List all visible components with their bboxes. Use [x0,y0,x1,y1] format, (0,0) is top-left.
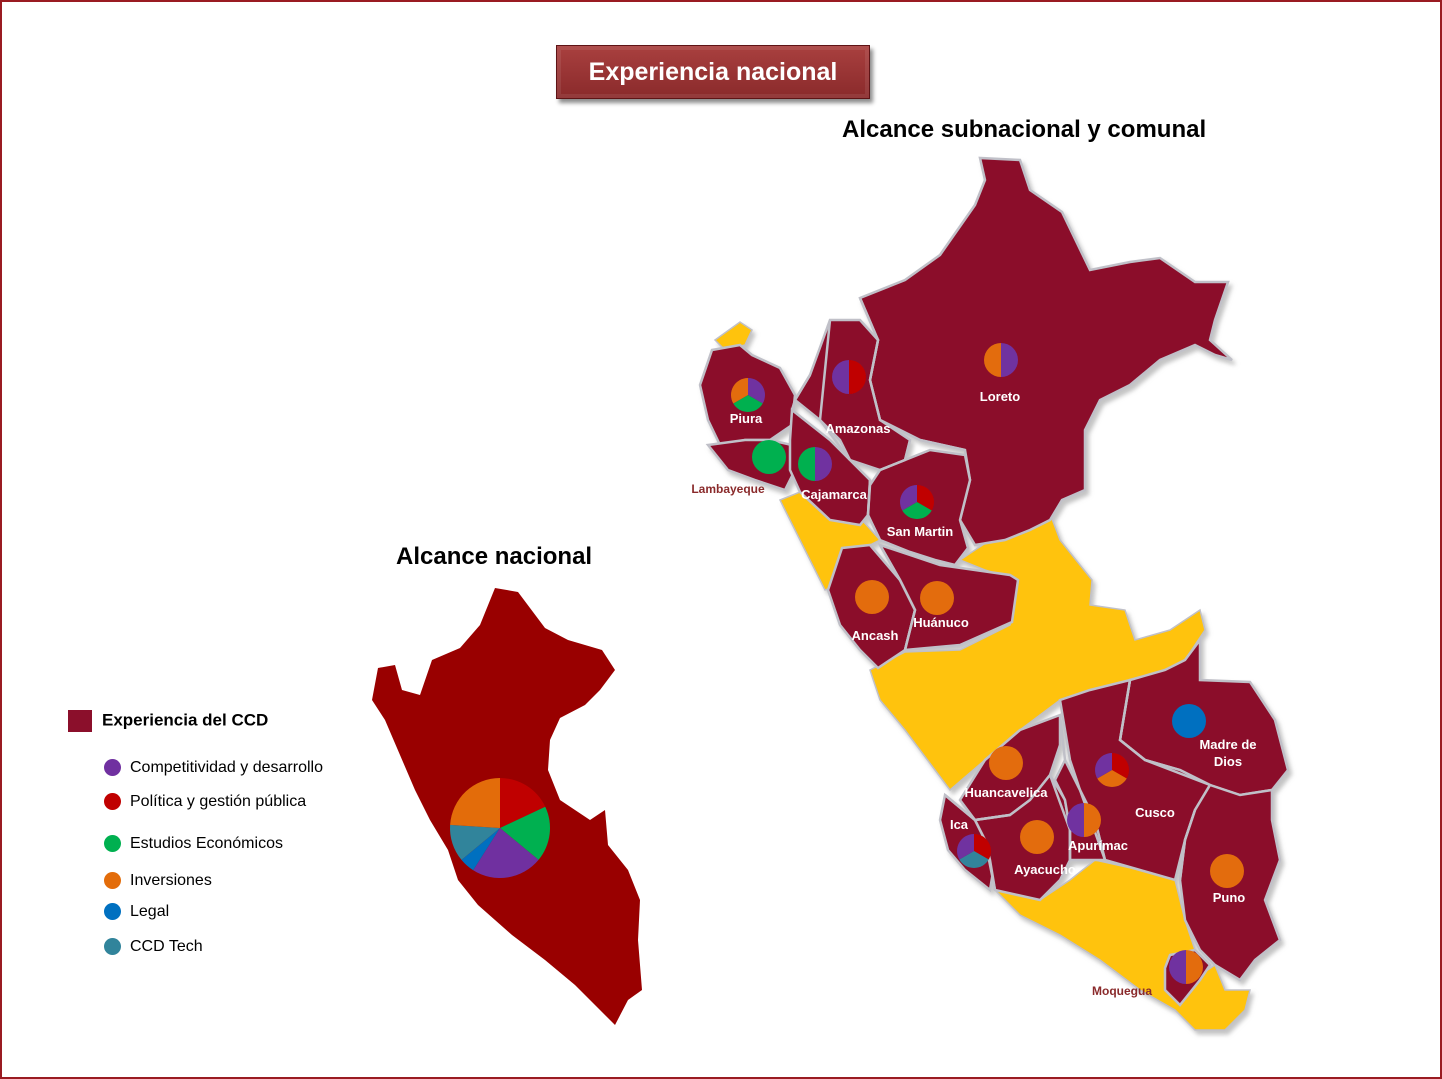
label-moquegua: Moquegua [1092,984,1152,998]
legend-item-estudios: Estudios Económicos [104,835,283,853]
legend-item-label: CCD Tech [130,938,203,955]
pie-huancavelica-slice [989,746,1023,780]
pie-ica-slice [974,834,991,860]
pie-san-martin [900,485,934,519]
national-pie-slice [500,778,546,828]
region-pies [731,343,1244,984]
pie-ayacucho-slice [1020,820,1054,854]
pie-moquegua [1169,950,1203,984]
legend-dot [104,835,121,853]
region-labels: Loreto Piura Amazonas Lambayeque Cajamar… [691,389,1256,998]
pie-puno-slice [1210,854,1244,888]
pie-apur-mac-slice [1084,803,1101,837]
pie-moquegua-slice [1169,950,1186,984]
legend-item-label: Legal [130,903,170,920]
legend-main-label: Experiencia del CCD [102,710,269,730]
legend-dot [104,903,121,921]
national-pie-slice [461,828,500,871]
pie-amazonas-slice [832,360,849,394]
pie-lambayeque [752,440,786,474]
legend-dot [104,872,121,890]
subnational-heading: Alcance subnacional y comunal [842,116,1207,143]
label-loreto: Loreto [980,389,1021,404]
label-huancavelica: Huancavelica [964,785,1048,800]
legend-main-swatch [68,710,92,732]
national-pie-slice [500,806,550,860]
national-pie-slice [473,828,539,879]
subnational-map [698,156,1290,1031]
pie-piura-slice [731,378,748,404]
label-san-martin: San Martin [887,524,954,539]
label-ica: Ica [950,817,969,832]
national-pie [450,778,550,879]
label-madre-de-dios-1: Madre de [1199,737,1256,752]
label-cajamarca: Cajamarca [801,487,868,502]
legend-item-politica: Política y gestión pública [104,793,306,811]
pie-loreto [984,343,1018,377]
legend-item-competitividad: Competitividad y desarrollo [104,759,323,777]
pie-ancash [855,580,889,614]
pie-hu-nuco-slice [920,581,954,615]
label-ayacucho: Ayacucho [1014,862,1076,877]
legend-dot [104,759,121,777]
national-pie-slice [450,778,500,828]
pie-loreto-slice [1001,343,1018,377]
pie-ancash-slice [855,580,889,614]
pie-amazonas [832,360,866,394]
label-huanuco: Huánuco [913,615,969,630]
pie-piura [731,378,765,412]
pie-loreto-slice [984,343,1001,377]
label-puno: Puno [1213,890,1246,905]
national-map [372,588,642,1025]
pie-cajamarca [798,447,832,481]
pie-cusco-slice [1095,753,1112,779]
pie-cusco [1095,753,1129,787]
label-lambayeque: Lambayeque [691,482,765,496]
pie-amazonas-slice [849,360,866,394]
label-ancash: Ancash [852,628,899,643]
pie-san-martin-slice [917,485,934,511]
pie-ica [957,834,991,868]
legend-item-label: Competitividad y desarrollo [130,759,323,776]
legend-item-inversiones: Inversiones [104,872,212,890]
pie-cajamarca-slice [815,447,832,481]
label-piura: Piura [730,411,763,426]
pie-ayacucho [1020,820,1054,854]
legend-item-legal: Legal [104,903,169,921]
label-cusco: Cusco [1135,805,1175,820]
page-title: Experiencia nacional [556,45,870,99]
pie-cajamarca-slice [798,447,815,481]
label-apurimac: Apurímac [1068,838,1128,853]
national-pie-slice [450,824,500,860]
legend-dot [104,938,121,956]
pie-madre-de-dios [1172,704,1206,738]
legend-item-label: Estudios Económicos [130,835,283,852]
ccd-regions [698,156,1290,1007]
pie-huancavelica [989,746,1023,780]
legend-item-label: Política y gestión pública [130,793,307,810]
pie-san-martin-slice [900,485,917,511]
legend-main: Experiencia del CCD [68,710,268,732]
pie-apur-mac-slice [1067,803,1084,837]
pie-piura-slice [748,378,765,404]
pie-hu-nuco [920,581,954,615]
legend-item-ccd-tech: CCD Tech [104,938,203,956]
label-amazonas: Amazonas [825,421,890,436]
pie-cusco-slice [1112,753,1129,779]
pie-madre-de-dios-slice [1172,704,1206,738]
label-madre-de-dios-2: Dios [1214,754,1242,769]
pie-apur-mac [1067,803,1101,837]
region-borders [790,297,1211,891]
legend-dot [104,793,121,811]
pie-puno [1210,854,1244,888]
pie-ica-slice [957,834,974,860]
pie-moquegua-slice [1186,950,1203,984]
pie-lambayeque-slice [752,440,786,474]
national-heading: Alcance nacional [396,543,593,570]
legend-item-label: Inversiones [130,872,212,889]
